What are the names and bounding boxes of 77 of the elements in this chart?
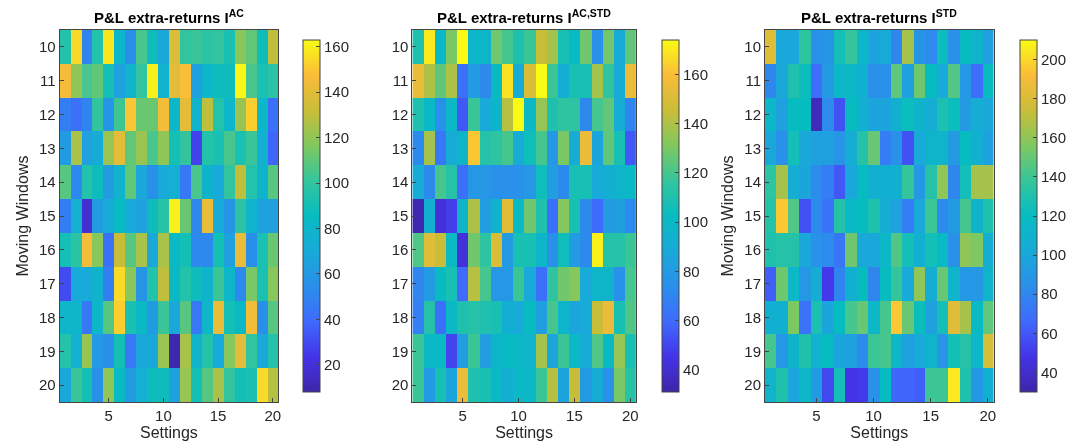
x-tick-label: 20 (264, 407, 282, 424)
y-tick-label: 12 (744, 105, 762, 123)
x-tick-label: 5 (104, 407, 113, 424)
y-tick-label: 18 (38, 308, 56, 326)
chart-title: P&L extra-returns I$^{AC,STD}$ (437, 7, 612, 27)
y-tick-label: 18 (744, 308, 762, 326)
y-axis-title: Moving Windows (719, 155, 737, 277)
x-axis-title: Settings (139, 424, 198, 441)
y-tick-label: 16 (391, 241, 409, 259)
y-tick-label: 14 (744, 173, 762, 191)
y-tick-label: 11 (392, 71, 409, 89)
color-bar-label: 40 (1041, 363, 1058, 381)
color-bar-label: 80 (683, 262, 700, 280)
x-tick-label: 20 (621, 407, 639, 424)
color-bar-label: 40 (683, 361, 700, 379)
y-tick-label: 15 (744, 207, 762, 225)
color-bar-label: 180 (1041, 89, 1067, 107)
x-tick-label: 10 (510, 407, 527, 424)
y-tick-label: 18 (391, 308, 409, 326)
y-tick-label: 11 (40, 71, 56, 89)
color-bar-label: 60 (324, 265, 341, 283)
chart-title: P&L extra-returns I$^{STD}$ (801, 7, 958, 27)
y-tick-label: 17 (391, 274, 409, 292)
y-tick-label: 15 (38, 207, 56, 225)
color-bar-label: 120 (324, 128, 350, 146)
y-tick-label: 17 (744, 274, 762, 292)
y-tick-label: 15 (391, 207, 409, 225)
y-tick-label: 12 (38, 105, 56, 123)
y-tick-label: 14 (38, 173, 56, 191)
y-tick-label: 13 (38, 139, 56, 157)
color-bar-label: 120 (683, 164, 709, 182)
y-tick-label: 12 (391, 105, 409, 123)
x-tick-label: 20 (979, 407, 997, 424)
x-tick-label: 5 (458, 407, 467, 424)
y-tick-label: 13 (391, 139, 409, 157)
y-tick-label: 19 (38, 342, 56, 360)
color-bar-label: 140 (1041, 168, 1067, 186)
chart-title: P&L extra-returns I$^{AC}$ (94, 7, 245, 27)
y-tick-label: 16 (38, 241, 56, 259)
color-bar-label: 100 (1041, 246, 1067, 264)
x-tick-label: 10 (155, 407, 172, 424)
y-tick-label: 14 (391, 173, 409, 191)
y-tick-label: 10 (744, 38, 762, 56)
y-tick-label: 20 (744, 376, 762, 394)
y-tick-label: 10 (38, 38, 56, 56)
x-tick-label: 10 (865, 407, 882, 424)
color-bar-label: 160 (683, 65, 709, 83)
color-bar-label: 60 (1041, 324, 1058, 342)
color-bar-label: 40 (324, 310, 341, 328)
x-tick-label: 5 (812, 407, 821, 424)
y-tick-label: 20 (391, 376, 409, 394)
x-axis-title: Settings (495, 424, 553, 441)
color-bar-label: 80 (324, 219, 341, 237)
color-bar-label: 200 (1041, 50, 1067, 68)
color-bar-label: 140 (683, 114, 709, 132)
y-tick-label: 13 (744, 139, 762, 157)
y-tick-label: 11 (745, 71, 762, 89)
y-tick-label: 20 (38, 376, 56, 394)
color-bar-label: 140 (324, 83, 350, 101)
color-bar-label: 60 (683, 311, 700, 329)
y-tick-label: 17 (38, 274, 56, 292)
y-axis-title: Moving Windows (13, 155, 31, 277)
color-bar-label: 80 (1041, 285, 1058, 303)
y-tick-label: 10 (391, 38, 409, 56)
x-tick-label: 15 (922, 407, 940, 424)
color-bar-label: 100 (324, 174, 350, 192)
x-tick-label: 15 (209, 407, 227, 424)
y-tick-label: 16 (744, 241, 762, 259)
y-tick-label: 19 (744, 342, 762, 360)
color-bar-label: 120 (1041, 207, 1067, 225)
color-bar-label: 160 (1041, 129, 1067, 147)
color-bar-label: 20 (324, 356, 341, 373)
color-bar-label: 160 (324, 38, 350, 56)
color-bar-label: 100 (683, 213, 709, 231)
x-tick-label: 15 (566, 407, 583, 424)
y-tick-label: 19 (391, 342, 409, 360)
x-axis-title: Settings (850, 424, 909, 441)
